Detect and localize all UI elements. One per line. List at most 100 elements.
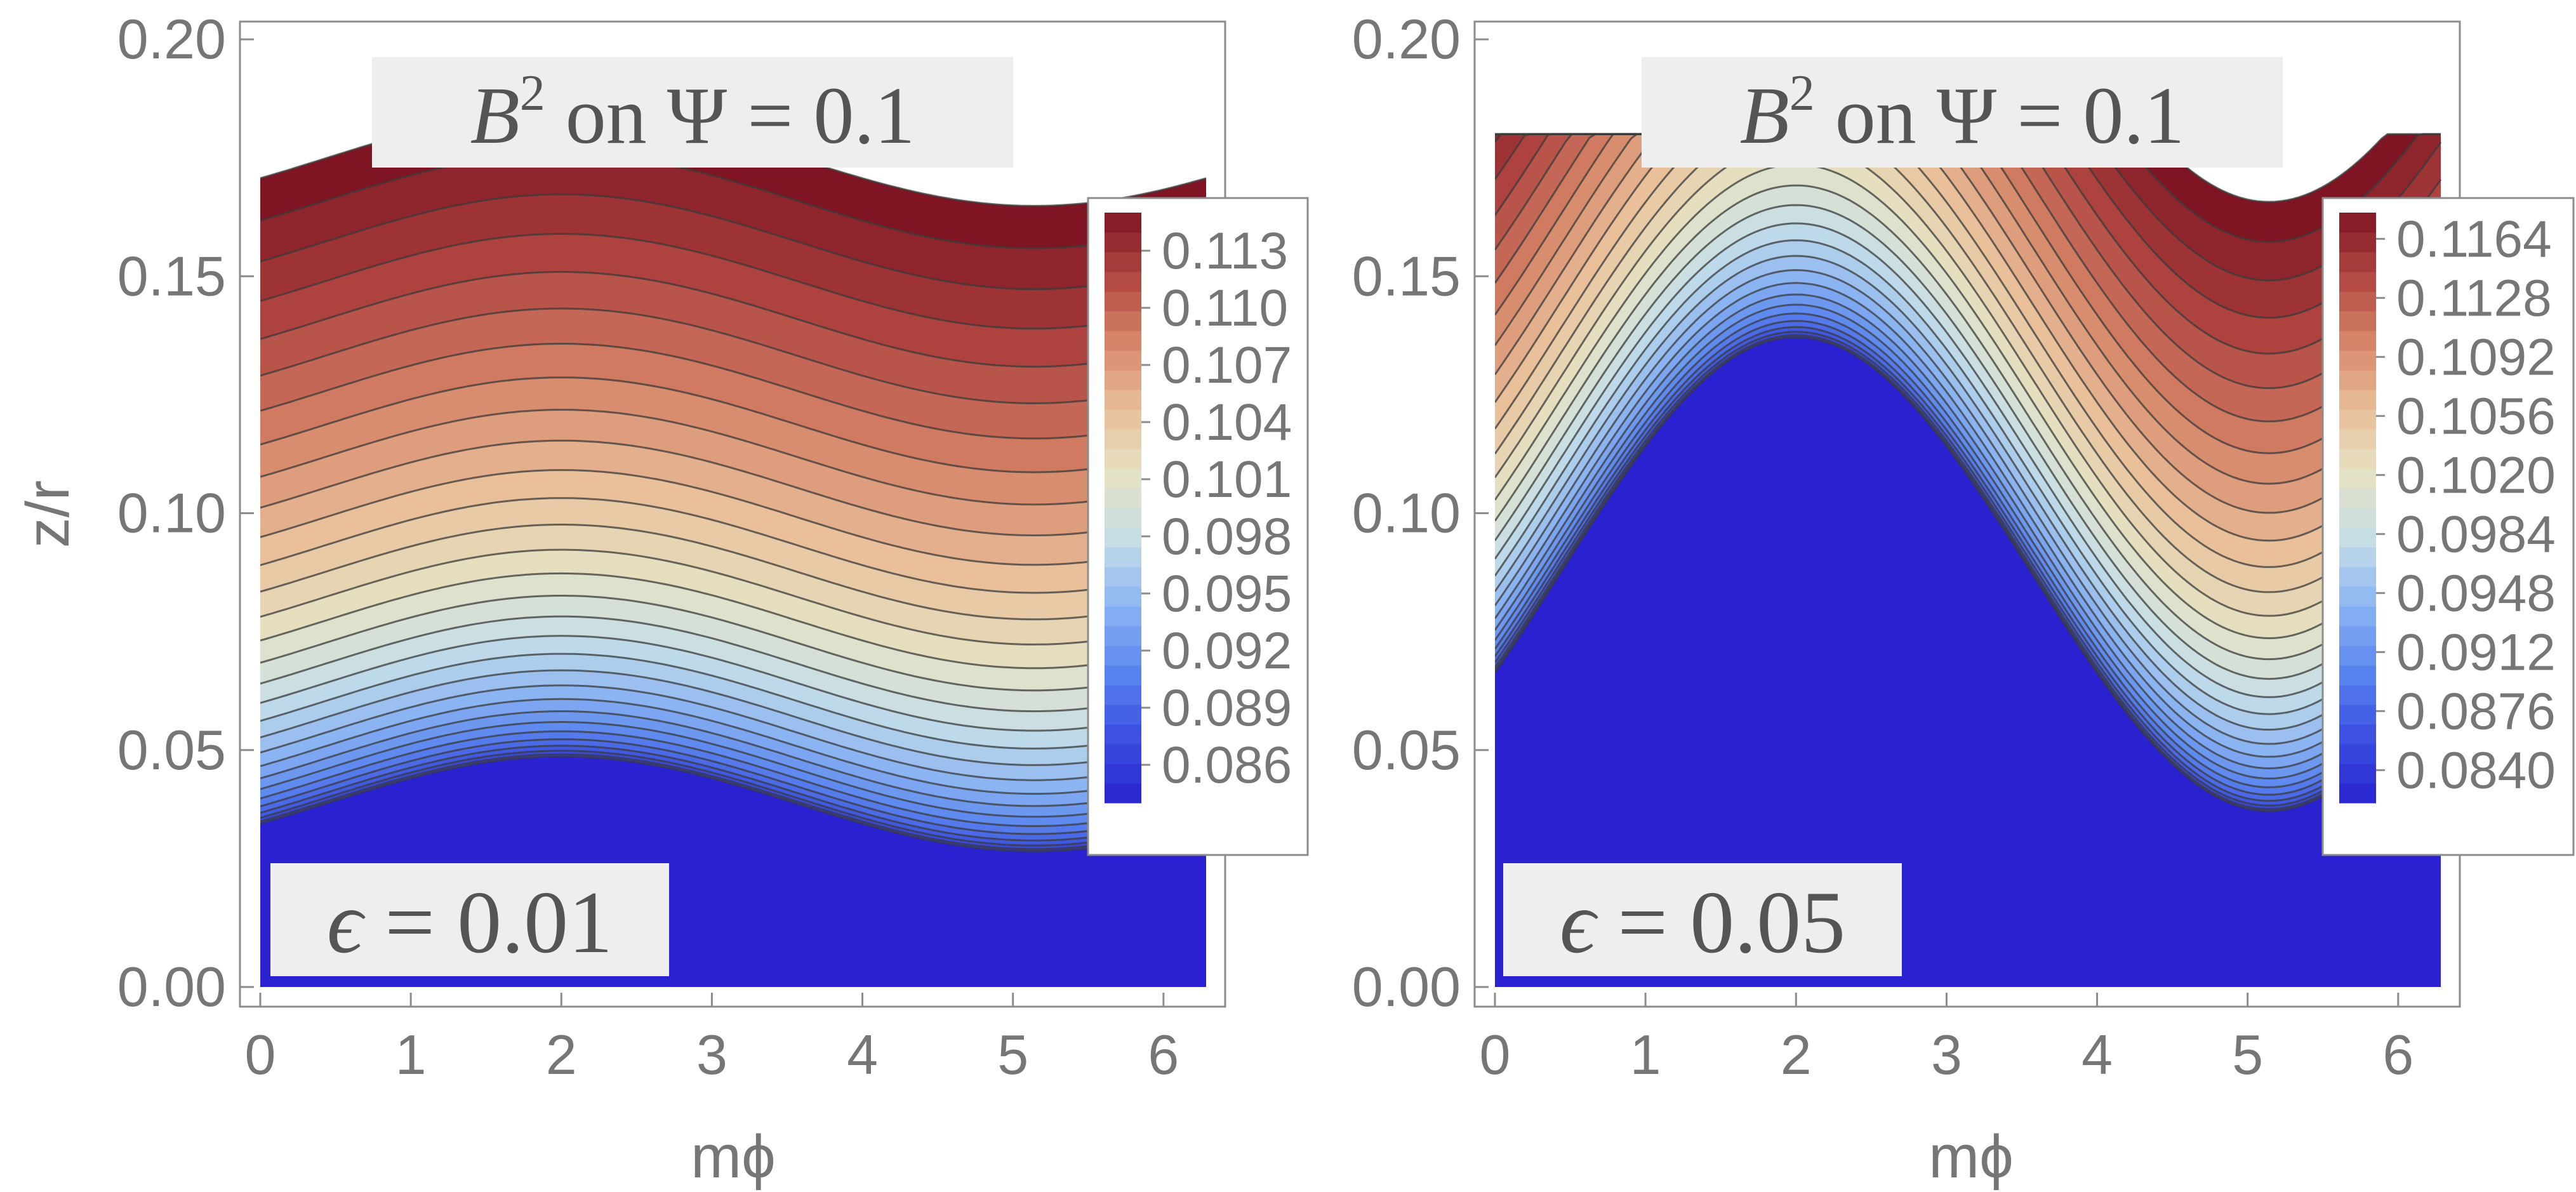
contour-line xyxy=(260,233,1207,330)
chart-title: B2 on Ψ = 0.1 xyxy=(470,65,915,161)
x-tick-label: 0 xyxy=(245,1023,276,1086)
epsilon-box xyxy=(1503,863,1902,976)
colorbar-tick-label: 0.086 xyxy=(1162,736,1292,794)
colorbar-tick-label: 0.1164 xyxy=(2396,210,2552,268)
epsilon-value: = 0.05 xyxy=(1595,873,1845,972)
y-tick-label: 0.00 xyxy=(117,955,226,1018)
x-tick-label: 2 xyxy=(546,1023,577,1086)
colorbar-tick-label: 0.0876 xyxy=(2396,682,2556,740)
colorbar-swatch xyxy=(1105,764,1141,784)
contour-line xyxy=(1495,163,2442,640)
epsilon-value: = 0.01 xyxy=(362,873,613,972)
colorbar-swatch xyxy=(1105,626,1141,646)
contour-line xyxy=(1495,184,2442,661)
colorbar-swatch xyxy=(2339,646,2376,666)
contour-line xyxy=(260,753,1207,851)
contour-line xyxy=(260,497,1207,594)
contour-line xyxy=(260,548,1207,646)
contour-line xyxy=(260,755,1207,852)
contour-line xyxy=(260,572,1207,670)
contour-line xyxy=(260,750,1207,847)
contour-line xyxy=(260,698,1207,795)
contour-line xyxy=(260,376,1207,473)
contour-line xyxy=(260,523,1207,621)
colorbar-swatch xyxy=(1105,252,1141,272)
epsilon-label: ϵ = 0.01 xyxy=(327,873,613,972)
colorbar-swatch xyxy=(2339,252,2376,272)
epsilon-box xyxy=(270,863,669,976)
colorbar-swatch xyxy=(2339,527,2376,548)
colorbar-swatch xyxy=(2339,665,2376,685)
title-psi: Ψ xyxy=(667,70,727,161)
contour-line xyxy=(1495,133,2442,568)
colorbar-swatch xyxy=(1105,646,1141,666)
colorbar-swatch xyxy=(1105,409,1141,430)
x-tick-label: 3 xyxy=(696,1023,727,1086)
colorbar-swatch xyxy=(2339,390,2376,410)
title-box xyxy=(1642,57,2283,168)
y-tick-label: 0.20 xyxy=(1352,8,1461,70)
contour-line xyxy=(260,193,1207,291)
colorbar-swatches xyxy=(1105,213,1141,804)
colorbar-swatch xyxy=(2339,468,2376,489)
colorbar-swatch xyxy=(1105,705,1141,725)
x-tick-label: 3 xyxy=(1931,1023,1962,1086)
contour-line xyxy=(1495,282,2442,758)
colorbar-swatch xyxy=(1105,272,1141,292)
x-tick-label: 5 xyxy=(2232,1023,2263,1086)
colorbar-tick-label: 0.0840 xyxy=(2396,741,2556,799)
contour-line xyxy=(260,738,1207,835)
contour-line xyxy=(1495,331,2442,807)
colorbar-swatch xyxy=(1105,213,1141,233)
colorbar-swatch xyxy=(2339,547,2376,567)
colorbar-left: 0.0860.0890.0920.0950.0980.1010.1040.107… xyxy=(1087,197,1309,856)
x-tick-label: 6 xyxy=(1148,1023,1179,1086)
colorbar-swatch xyxy=(2339,586,2376,607)
contour-line xyxy=(1495,239,2442,715)
y-tick-label: 0.10 xyxy=(1352,482,1461,545)
colorbar-swatch xyxy=(1105,685,1141,705)
chart-title: B2 on Ψ = 0.1 xyxy=(1740,65,2185,161)
colorbar-swatch xyxy=(2339,232,2376,253)
colorbar-swatch xyxy=(2339,724,2376,745)
colorbar-swatch xyxy=(1105,429,1141,449)
colorbar-tick-label: 0.0948 xyxy=(2396,564,2556,622)
contour-line xyxy=(260,745,1207,842)
colorbar-tick-label: 0.107 xyxy=(1162,336,1292,394)
contour-line xyxy=(1495,268,2442,745)
y-tick-label: 0.05 xyxy=(1352,719,1461,781)
colorbar-swatch xyxy=(1105,665,1141,685)
contour-line xyxy=(1495,204,2442,680)
colorbar-tick-label: 0.1128 xyxy=(2396,269,2552,327)
contour-lines xyxy=(260,133,1207,852)
contour-line xyxy=(260,152,1207,249)
contour-line xyxy=(1495,222,2442,698)
colorbar-swatch xyxy=(2339,291,2376,312)
contour-line xyxy=(260,652,1207,750)
colorbar-tick-label: 0.101 xyxy=(1162,451,1292,508)
colorbar-swatch xyxy=(1105,350,1141,371)
colorbar-swatch xyxy=(2339,705,2376,725)
colorbar-swatch xyxy=(2339,311,2376,331)
contour-line xyxy=(260,635,1207,732)
colorbar-swatch xyxy=(2339,213,2376,233)
colorbar-swatch xyxy=(1105,390,1141,410)
contour-line xyxy=(260,307,1207,404)
contour-line xyxy=(1495,293,2442,770)
x-tick-label: 2 xyxy=(1781,1023,1812,1086)
x-tick-label: 1 xyxy=(395,1023,427,1086)
colorbar-tick-label: 0.089 xyxy=(1162,679,1292,737)
contour-line xyxy=(1495,255,2442,731)
colorbar-swatch xyxy=(1105,606,1141,626)
title-eq: = 0.1 xyxy=(1996,70,2184,161)
colorbar-swatch xyxy=(1105,527,1141,548)
colorbar-swatch xyxy=(2339,626,2376,646)
contour-line xyxy=(1495,303,2442,780)
x-ticks: 0 1 2 3 4 5 6 xyxy=(245,993,1179,1086)
contour-line xyxy=(260,730,1207,827)
contour-line xyxy=(1495,334,2442,811)
contour-line xyxy=(260,342,1207,440)
contour-line xyxy=(260,270,1207,368)
